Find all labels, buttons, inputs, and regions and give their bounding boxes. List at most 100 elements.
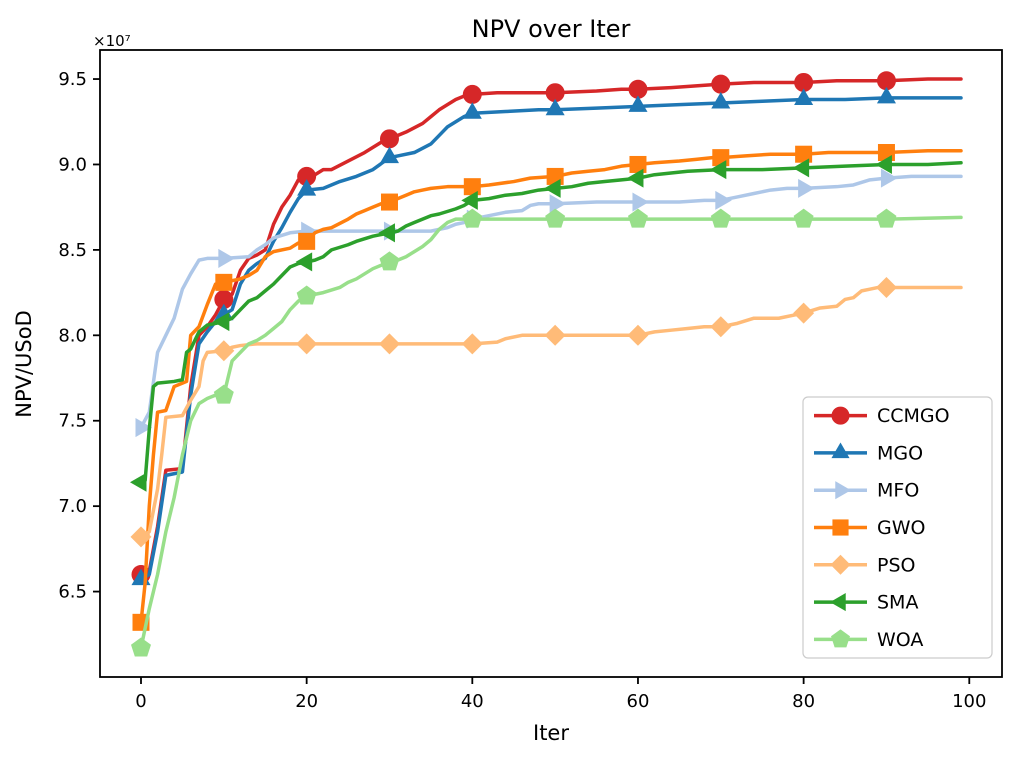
- square-marker: [629, 155, 647, 173]
- y-tick-label: 8.5: [58, 240, 87, 261]
- circle-marker: [462, 84, 482, 104]
- triangle-left-marker: [212, 312, 230, 332]
- triangle-right-marker: [835, 481, 851, 500]
- triangle-right-marker: [549, 194, 567, 214]
- pentagon-marker: [876, 208, 897, 228]
- pentagon-marker: [793, 208, 814, 228]
- square-marker: [215, 273, 233, 291]
- pentagon-marker: [831, 629, 850, 648]
- legend-label: WOA: [877, 629, 923, 651]
- legend-label: CCMGO: [877, 405, 950, 427]
- diamond-marker: [793, 302, 815, 324]
- legend-entry-MFO: MFO: [814, 480, 919, 502]
- triangle-left-marker: [378, 223, 395, 243]
- y-axis-label: NPV/USoD: [12, 310, 36, 418]
- triangle-left-marker: [544, 178, 561, 198]
- triangle-left-marker: [295, 252, 313, 272]
- series-line-MGO: [139, 96, 963, 582]
- legend-entry-PSO: PSO: [814, 554, 915, 576]
- axes-layer: 0 20 40 60 80 100 6.5 7.0 7.5 8.0 8.5 9.0 9.5: [58, 49, 1003, 712]
- pentagon-marker: [296, 285, 317, 305]
- pentagon-marker: [131, 637, 151, 657]
- legend-entry-MGO: MGO: [814, 442, 923, 464]
- legend-label: GWO: [877, 517, 925, 539]
- series-PSO: [130, 276, 963, 548]
- triangle-up-marker: [545, 98, 565, 116]
- diamond-marker: [296, 333, 318, 355]
- triangle-right-marker: [798, 178, 815, 198]
- legend: CCMGO MGO MFO GWO PSO SMA WOA: [802, 396, 993, 659]
- x-tick-label: 0: [135, 691, 146, 712]
- x-tick-label: 80: [792, 691, 815, 712]
- triangle-right-marker: [715, 190, 732, 210]
- diamond-marker: [130, 526, 152, 548]
- diamond-marker: [213, 340, 235, 362]
- triangle-right-marker: [632, 192, 649, 212]
- y-axis-offset-text: ×10⁷: [93, 32, 131, 50]
- triangle-up-marker: [711, 91, 731, 109]
- legend-label: SMA: [877, 592, 918, 614]
- legend-label: PSO: [877, 554, 915, 576]
- diamond-marker: [378, 333, 400, 355]
- circle-marker: [831, 406, 850, 425]
- legend-entry-WOA: WOA: [814, 629, 923, 651]
- triangle-up-marker: [794, 88, 814, 106]
- triangle-left-marker: [709, 160, 727, 180]
- series-MGO: [131, 86, 963, 586]
- x-tick-label: 60: [627, 691, 650, 712]
- legend-box: [802, 396, 993, 659]
- circle-marker: [794, 72, 814, 92]
- square-marker: [380, 193, 398, 211]
- x-tick-label: 20: [295, 691, 318, 712]
- series-WOA: [131, 208, 963, 657]
- diamond-marker: [461, 333, 483, 355]
- square-marker: [463, 178, 481, 196]
- circle-marker: [628, 79, 648, 99]
- pentagon-marker: [627, 208, 648, 228]
- legend-entry-SMA: SMA: [814, 592, 918, 614]
- circle-marker: [214, 289, 234, 309]
- triangle-left-marker: [461, 190, 478, 210]
- y-tick-label: 7.5: [58, 411, 87, 432]
- legend-entry-CCMGO: CCMGO: [814, 405, 950, 427]
- triangle-up-marker: [831, 442, 850, 459]
- triangle-left-marker: [875, 154, 892, 174]
- square-marker: [832, 519, 849, 536]
- triangle-up-marker: [876, 86, 896, 104]
- series-line-CCMGO: [139, 77, 963, 577]
- triangle-up-marker: [297, 179, 317, 196]
- chart-title: NPV over Iter: [472, 15, 631, 43]
- circle-marker: [711, 74, 731, 94]
- diamond-marker: [875, 276, 897, 298]
- diamond-marker: [830, 554, 851, 575]
- triangle-right-marker: [880, 168, 898, 188]
- diamond-marker: [544, 324, 566, 346]
- pentagon-marker: [462, 208, 483, 228]
- circle-marker: [379, 129, 399, 149]
- square-marker: [298, 232, 316, 250]
- diamond-marker: [627, 324, 649, 346]
- circle-marker: [876, 71, 896, 91]
- x-axis-label: Iter: [533, 721, 569, 745]
- y-tick-label: 6.5: [58, 582, 87, 603]
- diamond-marker: [710, 316, 732, 338]
- legend-entry-GWO: GWO: [814, 517, 925, 539]
- circle-marker: [297, 166, 317, 186]
- x-tick-label: 100: [952, 691, 986, 712]
- pentagon-marker: [379, 251, 400, 271]
- triangle-up-marker: [379, 146, 400, 164]
- y-tick-label: 9.5: [58, 69, 87, 90]
- series-line-WOA: [139, 215, 963, 650]
- legend-label: MGO: [877, 442, 923, 464]
- square-marker: [795, 145, 813, 163]
- series-SMA: [130, 154, 963, 492]
- triangle-left-marker: [626, 168, 644, 188]
- pentagon-marker: [213, 384, 234, 404]
- pentagon-marker: [545, 208, 566, 228]
- y-tick-label: 9.0: [58, 154, 87, 175]
- triangle-left-marker: [792, 158, 810, 178]
- series-CCMGO: [131, 71, 963, 584]
- triangle-right-marker: [218, 248, 235, 268]
- circle-marker: [545, 83, 565, 103]
